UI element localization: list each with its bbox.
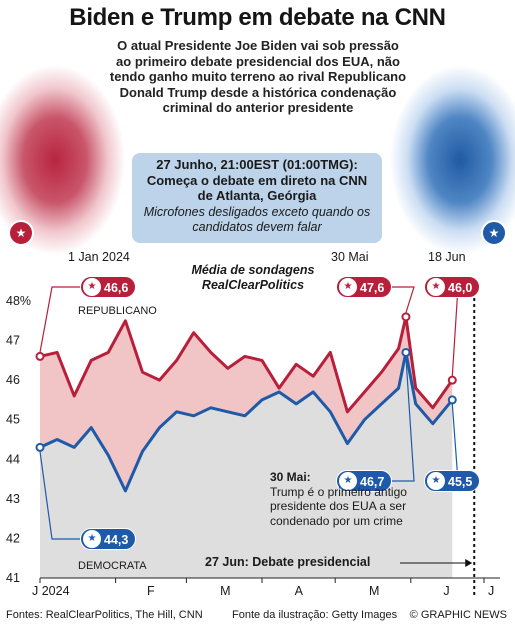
donkey-icon: ★ (427, 471, 445, 490)
x-tick-label: A (295, 584, 304, 598)
footer-sources: Fontes: RealClearPolitics, The Hill, CNN (6, 609, 203, 621)
debate-label: 27 Jun: Debate presidencial (205, 555, 371, 569)
x-tick-label: J 2024 (32, 584, 70, 598)
democrat-point (401, 347, 411, 357)
republican-point (447, 375, 457, 385)
x-tick-label: J (443, 584, 449, 598)
badge-rep-may30: ★ 47,6 (336, 276, 393, 298)
y-tick-label: 42 (6, 531, 20, 545)
donkey-icon: ★ (339, 471, 357, 490)
elephant-icon: ★ (339, 277, 357, 296)
democrat-area (40, 352, 453, 578)
series-label-republican: REPUBLICANO (78, 305, 157, 317)
republican-leader-line (446, 286, 459, 377)
y-tick-label: 46 (6, 373, 20, 387)
y-tick-label: 44 (6, 452, 20, 466)
donkey-icon: ★ (481, 220, 507, 246)
may30-annotation-text: Trump é o primeiro antigo presidente dos… (270, 484, 407, 528)
democrat-line (39, 350, 454, 493)
date-label-jun18: 18 Jun (428, 250, 466, 264)
lead-gap-area (40, 316, 453, 491)
y-tick-label: 48% (6, 294, 31, 308)
democrat-point (35, 442, 45, 452)
footer-brand: © GRAPHIC NEWS (409, 609, 507, 621)
date-label-jan1: 1 Jan 2024 (68, 250, 130, 264)
may30-annotation: 30 Mai: Trump é o primeiro antigo presid… (270, 470, 420, 528)
elephant-icon: ★ (83, 277, 101, 296)
badge-dem-jun18-value: 45,5 (448, 475, 473, 489)
date-label-may30: 30 Mai (331, 250, 369, 264)
badge-dem-jun18: ★ 45,5 (424, 470, 481, 492)
elephant-icon: ★ (8, 220, 34, 246)
page-title: Biden e Trump em debate na CNN (69, 4, 446, 31)
x-tick-label: M (220, 584, 230, 598)
event-subtitle: Microfones desligados exceto quando os c… (143, 204, 371, 234)
y-tick-label: 41 (6, 571, 20, 585)
badge-rep-jun18: ★ 46,0 (424, 276, 481, 298)
badge-rep-start-value: 46,6 (104, 281, 129, 295)
republican-point (401, 312, 411, 322)
biden-portrait (365, 0, 515, 255)
badge-rep-start: ★ 46,6 (80, 276, 137, 298)
elephant-icon: ★ (427, 277, 445, 296)
badge-dem-may30-value: 46,7 (360, 475, 385, 489)
badge-rep-jun18-value: 46,0 (448, 281, 473, 295)
may30-annotation-date: 30 Mai: (270, 470, 311, 484)
event-title: 27 Junho, 21:00EST (01:00TMG): Começa o … (146, 157, 368, 203)
republican-line (39, 315, 454, 414)
badge-dem-start-value: 44,3 (104, 533, 129, 547)
democrat-point (447, 395, 457, 405)
footer-illustration-credit: Fonte da ilustração: Getty Images (232, 609, 398, 621)
badge-dem-may30: ★ 46,7 (336, 470, 393, 492)
debate-arrow (465, 559, 473, 567)
badge-dem-start: ★ 44,3 (80, 528, 137, 550)
intro-text: O atual Presidente Joe Biden vai sob pre… (109, 38, 407, 115)
trump-portrait (0, 0, 150, 255)
y-tick-label: 47 (6, 334, 20, 348)
chart-title: Média de sondagens RealClearPolitics (191, 263, 315, 292)
republican-point (35, 351, 45, 361)
badge-rep-may30-value: 47,6 (360, 281, 385, 295)
y-tick-label: 43 (6, 492, 20, 506)
y-tick-label: 45 (6, 413, 20, 427)
event-box: 27 Junho, 21:00EST (01:00TMG): Começa o … (132, 153, 382, 243)
donkey-icon: ★ (83, 529, 101, 548)
series-label-democrat: DEMOCRATA (78, 560, 147, 572)
x-tick-label: J (488, 584, 494, 598)
x-tick-label: M (369, 584, 379, 598)
x-tick-label: F (147, 584, 155, 598)
